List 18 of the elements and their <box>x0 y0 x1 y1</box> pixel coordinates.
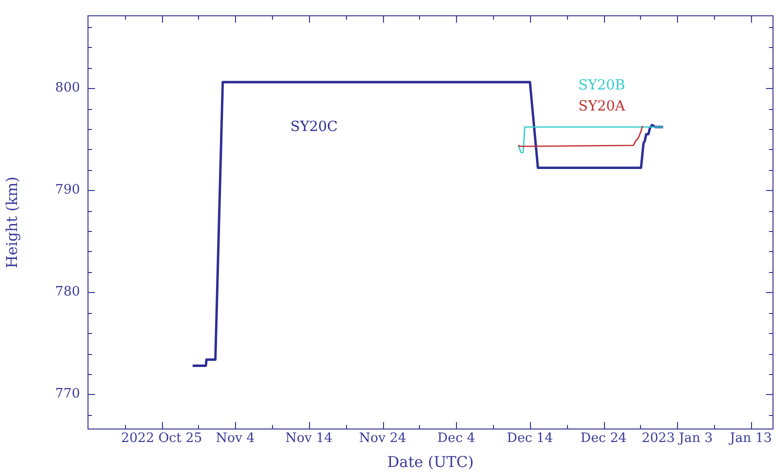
y-tick-label: 770 <box>55 386 80 402</box>
x-axis-title: Date (UTC) <box>387 452 474 471</box>
x-tick-label: Nov 14 <box>285 431 333 446</box>
x-tick-label: Dec 4 <box>437 431 476 446</box>
x-tick-label: Jan 13 <box>728 431 772 446</box>
x-tick-label: 2022 Oct 25 <box>121 431 202 446</box>
x-tick-label: Nov 4 <box>216 431 255 446</box>
text: SY20C <box>290 119 338 136</box>
series-label: SY20A <box>578 98 626 114</box>
x-tick-label: Dec 24 <box>580 431 627 446</box>
x-tick-label: Dec 14 <box>506 431 553 446</box>
x-tick-label: Nov 24 <box>359 431 406 446</box>
text: SY20B <box>578 78 626 94</box>
y-tick-label: 790 <box>55 182 80 198</box>
y-tick-label: 780 <box>55 284 80 300</box>
y-axis-title: Height (km) <box>2 176 21 268</box>
x-tick-label: 2023 Jan 3 <box>642 431 713 446</box>
y-tick-label: 800 <box>55 80 80 96</box>
